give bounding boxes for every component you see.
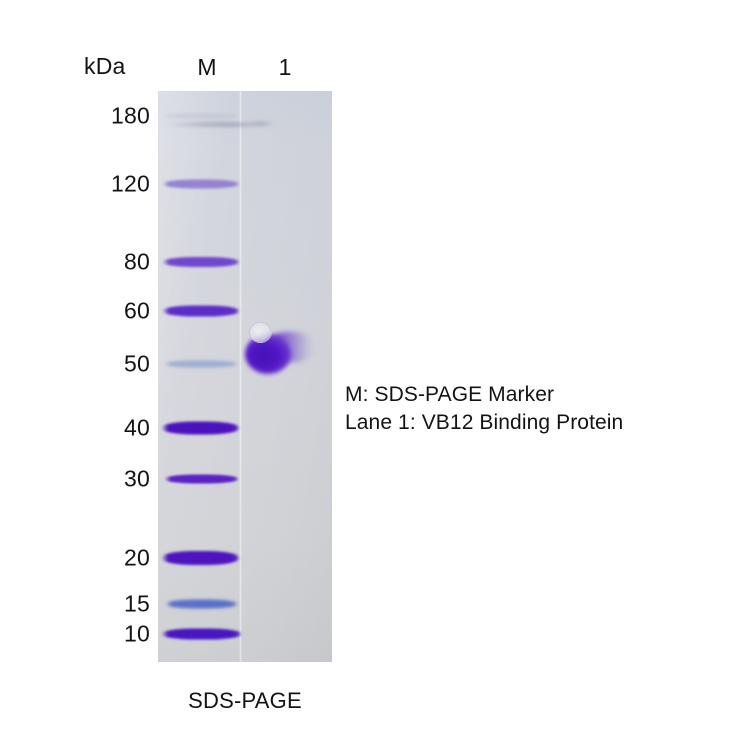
legend-annotation: M: SDS-PAGE Marker Lane 1: VB12 Binding … [345,381,623,437]
figure-caption: SDS-PAGE [188,688,302,713]
mw-label-60: 60 [124,297,150,324]
marker-band-20kda [161,551,240,565]
lane-marker [158,91,240,662]
mw-label-10: 10 [124,620,150,647]
gel-bubble-artifact [249,322,272,343]
mw-label-50: 50 [124,350,150,377]
marker-band-180kda [162,114,238,118]
lane-divider [239,91,242,662]
gel-top-smear-artifact [162,122,270,127]
gel-top-smear-artifact-2 [246,121,276,126]
marker-band-40kda [161,421,240,435]
legend-line-marker: M: SDS-PAGE Marker [345,383,555,406]
mw-label-180: 180 [111,102,150,129]
axis-title-kda: kDa [84,53,126,79]
molecular-weight-scale: 180 120 80 60 50 40 30 20 15 10 [88,0,150,742]
gel-image [158,91,332,662]
marker-band-30kda [164,474,239,484]
lane-header-1: 1 [278,54,292,80]
marker-band-15kda [165,599,238,609]
lane-header-M: M [197,54,217,80]
marker-band-10kda [161,628,242,640]
mw-label-20: 20 [124,544,150,571]
mw-label-30: 30 [124,465,150,492]
marker-band-50kda [164,360,238,368]
legend-line-sample: Lane 1: VB12 Binding Protein [345,411,624,434]
mw-label-120: 120 [111,170,150,197]
marker-band-80kda [162,257,240,267]
mw-label-15: 15 [124,590,150,617]
sample-band-vb12-binding-protein [243,322,315,378]
mw-label-40: 40 [124,414,150,441]
mw-label-80: 80 [124,248,150,275]
marker-band-120kda [162,179,240,189]
marker-band-60kda [162,305,240,317]
